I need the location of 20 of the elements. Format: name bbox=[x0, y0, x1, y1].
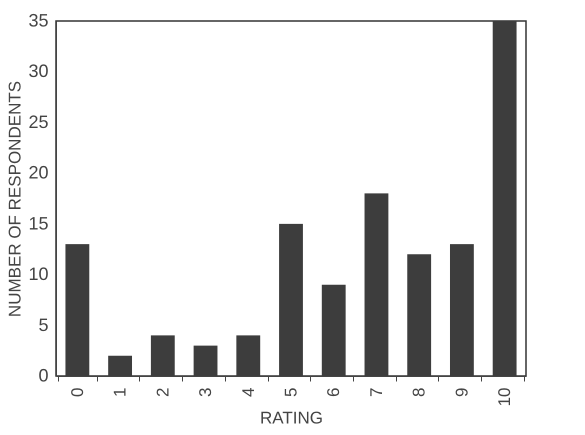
y-tick-label: 10 bbox=[28, 264, 48, 284]
x-tick-label: 0 bbox=[68, 388, 87, 397]
y-axis-title: NUMBER OF RESPONDENTS bbox=[5, 80, 24, 318]
y-tick-label: 25 bbox=[28, 112, 48, 132]
y-tick-label: 30 bbox=[28, 61, 48, 82]
x-tick-label: 4 bbox=[238, 388, 258, 397]
x-tick-label: 1 bbox=[110, 388, 130, 397]
y-tick-label: 15 bbox=[28, 213, 48, 234]
y-tick-label: 35 bbox=[28, 10, 48, 30]
x-tick-label: 7 bbox=[366, 388, 386, 397]
x-tick-label: 2 bbox=[153, 388, 172, 397]
y-tick-label: 5 bbox=[38, 314, 48, 335]
x-axis-title: RATING bbox=[260, 408, 323, 428]
x-tick-label: 6 bbox=[324, 388, 344, 397]
x-tick-label: 9 bbox=[452, 388, 472, 397]
x-tick-label: 5 bbox=[282, 388, 300, 397]
y-tick-label: 20 bbox=[28, 162, 48, 183]
x-tick-label: 3 bbox=[196, 388, 216, 397]
x-tick-label: 8 bbox=[410, 388, 429, 397]
x-tick-label: 10 bbox=[495, 388, 514, 406]
